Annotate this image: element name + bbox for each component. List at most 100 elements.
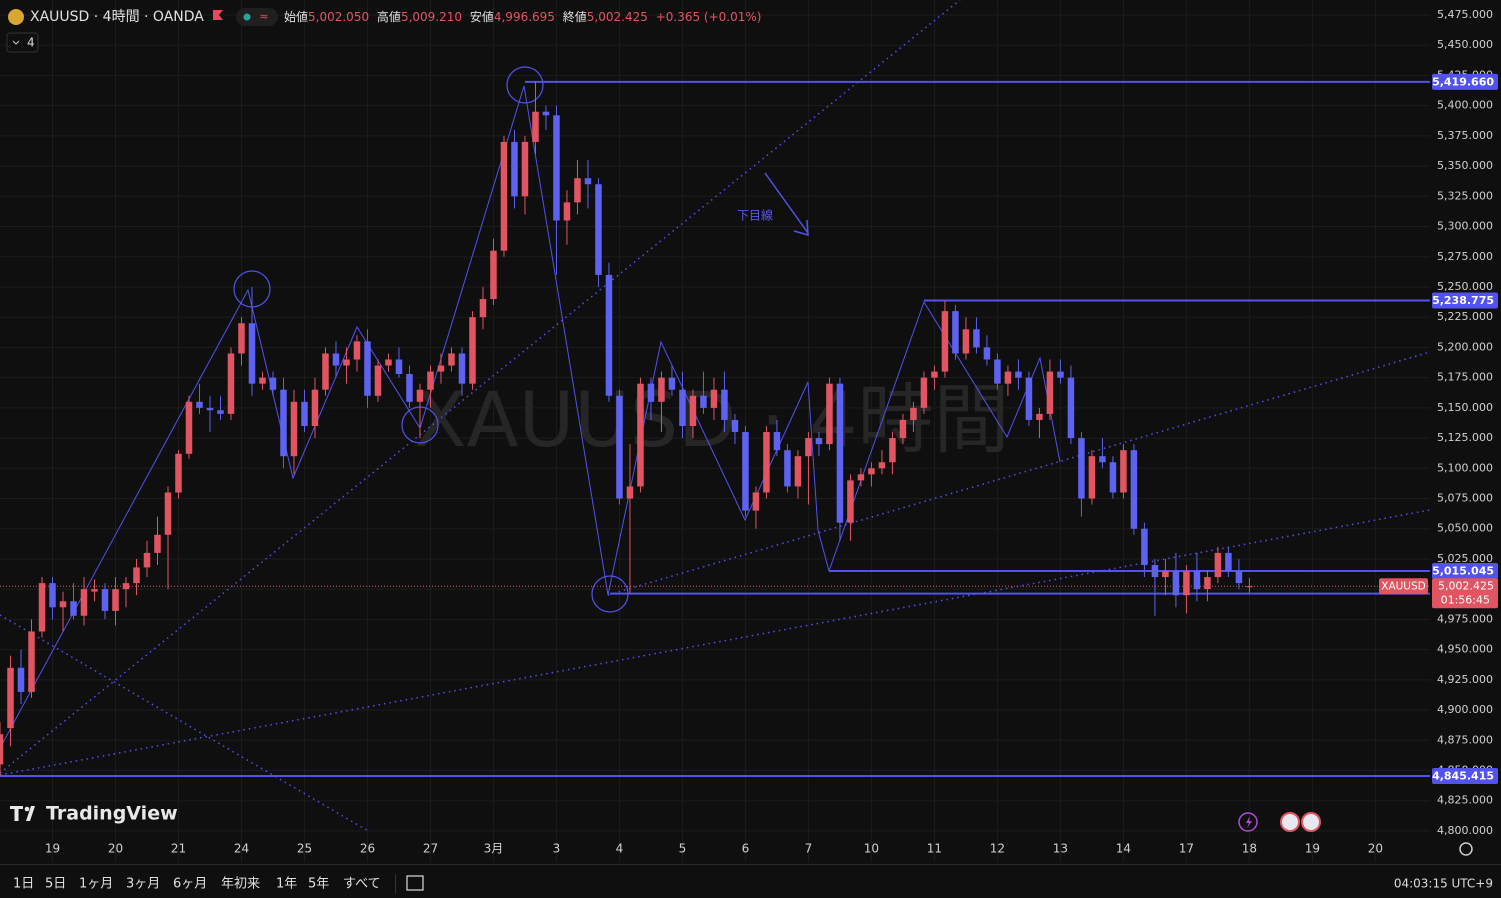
- horizontal-lines: [0, 80, 1430, 778]
- range-button[interactable]: 1ヶ月: [79, 877, 113, 892]
- candle-body: [395, 359, 403, 375]
- range-button[interactable]: 1年: [276, 877, 297, 892]
- candle-body: [7, 667, 14, 729]
- candle-body: [836, 383, 844, 523]
- range-button[interactable]: 年初来: [221, 876, 260, 892]
- candle-body: [91, 589, 98, 592]
- candle-body: [1214, 552, 1222, 578]
- candle-body: [931, 371, 938, 378]
- date-range-icon[interactable]: [406, 875, 424, 891]
- y-tick-label: 4,800.000: [1437, 824, 1493, 837]
- y-tick-label: 4,975.000: [1437, 612, 1493, 625]
- range-button[interactable]: 5日: [45, 877, 66, 892]
- trendline: [0, 0, 961, 774]
- clock: 04:03:15 UTC+9: [1394, 877, 1493, 891]
- range-button[interactable]: すべて: [343, 877, 381, 892]
- candle-body: [637, 383, 644, 487]
- x-tick-label: 21: [171, 842, 186, 856]
- candle-body: [1109, 462, 1117, 493]
- candle-body: [763, 432, 770, 493]
- grid: [0, 0, 1430, 862]
- candle-body: [311, 389, 319, 426]
- y-tick-label: 5,475.000: [1437, 8, 1493, 21]
- status-pill[interactable]: [236, 8, 278, 26]
- candle-body: [511, 141, 518, 197]
- x-tick-label: 20: [1368, 842, 1383, 856]
- candle-body: [28, 631, 35, 692]
- x-tick-label: 6: [742, 842, 750, 856]
- candle-body: [0, 734, 4, 765]
- candle-body: [1204, 577, 1211, 590]
- candle-body: [805, 438, 812, 457]
- candle-body: [1162, 571, 1169, 578]
- header: XAUUSD · 4時間 · OANDA ≈ 始値5,002.050 高値5,0…: [6, 8, 761, 53]
- candle-body: [1141, 528, 1148, 565]
- candle-body: [416, 389, 424, 402]
- status-icon: ≈: [259, 10, 268, 23]
- candle-body: [406, 374, 413, 402]
- candle-body: [227, 353, 235, 414]
- candle-body: [700, 395, 707, 408]
- candle-body: [899, 419, 907, 439]
- candle-body: [143, 552, 151, 568]
- candle-body: [983, 347, 991, 360]
- candle-body: [448, 353, 455, 366]
- candle-body: [469, 317, 476, 384]
- range-button[interactable]: 6ヶ月: [173, 877, 207, 892]
- candle-body: [784, 450, 791, 487]
- low-label: 安値: [470, 9, 494, 24]
- symbol-tag: [1379, 578, 1428, 595]
- countdown-label: 01:56:45: [1441, 594, 1490, 607]
- x-tick-label: 19: [45, 842, 60, 856]
- candle-body: [343, 359, 350, 366]
- candle-body: [1025, 377, 1033, 420]
- low-value: 4,996.695: [494, 10, 555, 24]
- x-tick-label: 14: [1116, 842, 1131, 856]
- candle-body: [70, 601, 77, 616]
- range-button[interactable]: 1日: [13, 877, 34, 892]
- event-marker[interactable]: [1280, 812, 1300, 832]
- range-button[interactable]: 3ヶ月: [126, 877, 160, 892]
- symbol-title[interactable]: XAUUSD · 4時間 · OANDA: [30, 9, 204, 25]
- candle-body: [500, 141, 508, 251]
- price-tag-label: 5,419.660: [1432, 75, 1494, 88]
- y-tick-label: 4,825.000: [1437, 794, 1493, 807]
- event-marker[interactable]: [1301, 812, 1321, 832]
- candles: [0, 81, 1253, 777]
- brand-logo: TradingView: [10, 803, 178, 825]
- candle-body: [1078, 438, 1085, 499]
- candle-body: [238, 323, 245, 354]
- y-tick-label: 5,025.000: [1437, 552, 1493, 565]
- price-tags: 5,419.6605,238.7755,015.0454,996.2754,84…: [1379, 73, 1498, 785]
- candle-body: [542, 111, 550, 116]
- arrow-head: [793, 219, 809, 237]
- candle-body: [994, 359, 1001, 384]
- x-tick-label: 25: [297, 842, 312, 856]
- ohlc: 始値5,002.050 高値5,009.210 安値4,996.695 終値5,…: [284, 9, 761, 24]
- candle-body: [1046, 371, 1054, 414]
- settings-icon[interactable]: [1459, 842, 1473, 856]
- candle-body: [112, 589, 119, 611]
- candle-body: [742, 432, 749, 511]
- candle-body: [59, 601, 67, 608]
- x-tick-label: 13: [1053, 842, 1068, 856]
- candle-body: [1235, 571, 1243, 584]
- candle-body: [574, 178, 581, 203]
- y-tick-label: 5,175.000: [1437, 371, 1493, 384]
- candle-body: [437, 365, 445, 372]
- lightning-icon: [1246, 816, 1252, 828]
- candle-body: [962, 329, 970, 354]
- candle-body: [752, 492, 760, 511]
- brand-name: TradingView: [46, 803, 178, 825]
- x-tick-label: 5: [679, 842, 687, 856]
- candle-body: [196, 401, 203, 408]
- high-label: 高値: [377, 9, 401, 24]
- indicator-toggle[interactable]: [6, 32, 39, 53]
- range-button[interactable]: 5年: [308, 877, 329, 892]
- event-marker[interactable]: [1238, 812, 1258, 832]
- y-tick-label: 4,925.000: [1437, 673, 1493, 686]
- candle-body: [1225, 552, 1232, 572]
- flag-icon[interactable]: [213, 10, 223, 20]
